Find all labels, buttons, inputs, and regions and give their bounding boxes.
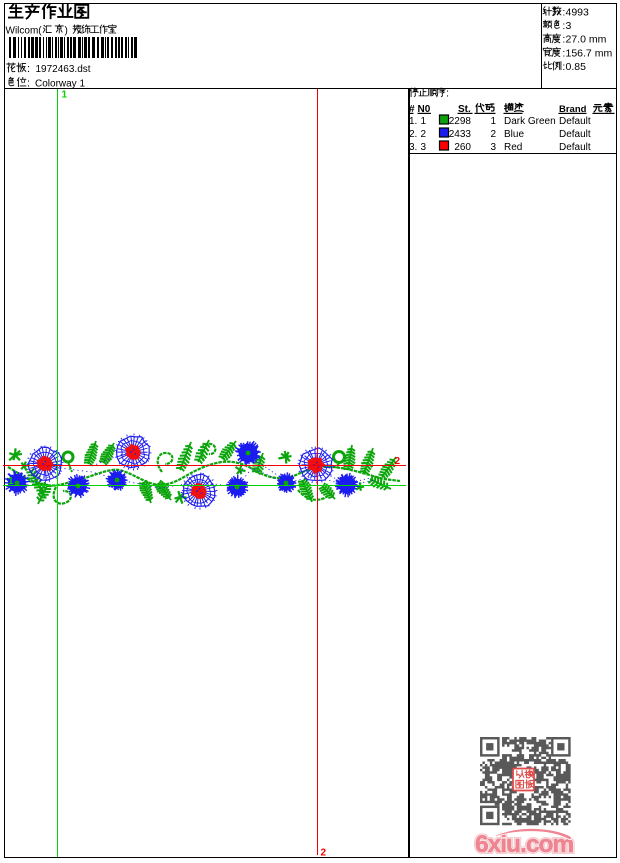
svg-text:1: 1 <box>62 90 68 101</box>
svg-text:1: 1 <box>8 476 14 487</box>
svg-text:2: 2 <box>395 456 401 467</box>
svg-text:2: 2 <box>321 848 327 859</box>
